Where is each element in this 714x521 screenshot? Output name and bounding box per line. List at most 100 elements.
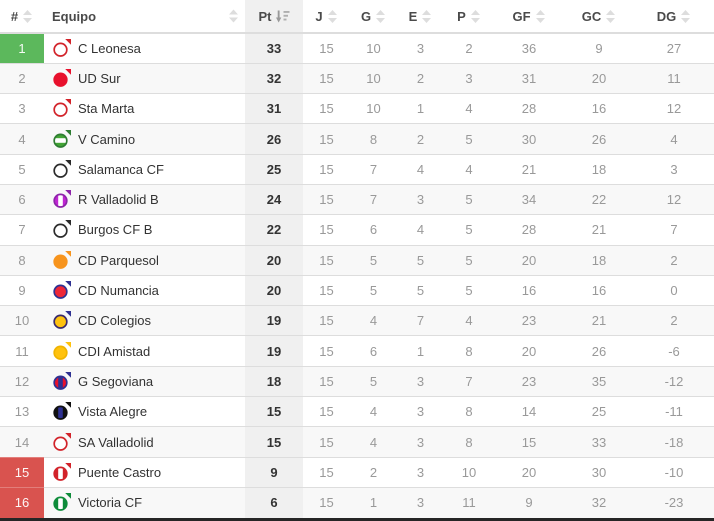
stat-cell-draws: 4: [397, 153, 444, 185]
team-cell: C Leonesa: [44, 32, 245, 64]
stat-cell-draws: 1: [397, 93, 444, 124]
points-cell: 20: [245, 274, 303, 306]
stat-cell-goal-diff: -23: [634, 486, 714, 518]
stat-cell-goals-against: 16: [564, 93, 634, 124]
table-row: 3 Sta Marta 31 15 10 1 4 28 16 12: [0, 93, 714, 124]
team-name: Vista Alegre: [78, 404, 148, 420]
table-row: 16 Victoria CF 6 15 1 3 11 9 32 -23: [0, 486, 714, 518]
stat-cell-losses: 5: [444, 274, 494, 306]
stat-cell-draws: 5: [397, 274, 444, 306]
team-cell: CD Numancia: [44, 274, 245, 306]
stat-cell-wins: 6: [350, 214, 397, 246]
column-header-wins[interactable]: G: [350, 0, 397, 34]
column-label: Equipo: [52, 9, 97, 25]
stat-cell-wins: 7: [350, 153, 397, 185]
stat-cell-played: 15: [303, 153, 350, 185]
stat-cell-goals-for: 31: [494, 62, 564, 94]
stat-cell-goals-against: 26: [564, 123, 634, 155]
column-header-equipo[interactable]: Equipo: [44, 0, 245, 34]
column-header-rank[interactable]: #: [0, 0, 44, 34]
column-header-goals-against[interactable]: GC: [564, 0, 634, 34]
table-row: 9 CD Numancia 20 15 5 5 5 16 16 0: [0, 274, 714, 306]
stat-cell-played: 15: [303, 62, 350, 94]
sort-icon: [470, 10, 481, 24]
stat-cell-draws: 3: [397, 486, 444, 518]
stat-cell-losses: 8: [444, 396, 494, 427]
team-logo-icon: [53, 402, 71, 421]
team-name: R Valladolid B: [78, 192, 159, 208]
stat-cell-wins: 7: [350, 183, 397, 215]
sort-desc-icon: [275, 10, 290, 23]
team-cell: UD Sur: [44, 62, 245, 94]
team-cell: CDI Amistad: [44, 335, 245, 367]
stat-cell-goal-diff: 2: [634, 244, 714, 276]
stat-cell-played: 15: [303, 426, 350, 458]
stat-cell-losses: 8: [444, 426, 494, 458]
team-cell: Victoria CF: [44, 486, 245, 518]
stat-cell-draws: 5: [397, 244, 444, 276]
team-name: CD Numancia: [78, 283, 159, 299]
column-header-played[interactable]: J: [303, 0, 350, 34]
stat-cell-goals-against: 16: [564, 274, 634, 306]
column-header-goal-diff[interactable]: DG: [634, 0, 714, 34]
team-name: V Camino: [78, 131, 136, 147]
stat-cell-draws: 4: [397, 214, 444, 246]
team-cell: CD Parquesol: [44, 244, 245, 276]
stat-cell-losses: 5: [444, 244, 494, 276]
column-label: #: [10, 9, 19, 25]
stat-cell-goals-against: 26: [564, 335, 634, 367]
stat-cell-goal-diff: 7: [634, 214, 714, 246]
rank-cell: 4: [0, 123, 44, 155]
column-header-draws[interactable]: E: [397, 0, 444, 34]
stat-cell-goals-for: 23: [494, 365, 564, 397]
stat-cell-draws: 2: [397, 62, 444, 94]
stat-cell-draws: 7: [397, 305, 444, 336]
stat-cell-losses: 2: [444, 32, 494, 64]
points-cell: 24: [245, 183, 303, 215]
stat-cell-wins: 6: [350, 335, 397, 367]
stat-cell-played: 15: [303, 93, 350, 124]
table-row: 4 V Camino 26 15 8 2 5 30 26 4: [0, 123, 714, 155]
stat-cell-losses: 7: [444, 365, 494, 397]
column-header-goals-for[interactable]: GF: [494, 0, 564, 34]
stat-cell-losses: 5: [444, 183, 494, 215]
sort-icon: [22, 10, 33, 24]
stat-cell-losses: 5: [444, 214, 494, 246]
team-logo-icon: [53, 250, 71, 269]
column-header-points[interactable]: Pt: [245, 0, 303, 34]
stat-cell-goals-for: 9: [494, 486, 564, 518]
stat-cell-goals-against: 21: [564, 305, 634, 336]
stat-cell-goals-against: 35: [564, 365, 634, 397]
team-logo-icon: [53, 38, 71, 57]
stat-cell-played: 15: [303, 396, 350, 427]
stat-cell-goals-for: 34: [494, 183, 564, 215]
points-cell: 9: [245, 456, 303, 488]
rank-cell: 7: [0, 214, 44, 246]
stat-cell-wins: 5: [350, 244, 397, 276]
stat-cell-goal-diff: -18: [634, 426, 714, 458]
stat-cell-goal-diff: 11: [634, 62, 714, 94]
table-row: 12 G Segoviana 18 15 5 3 7 23 35 -12: [0, 365, 714, 397]
stat-cell-wins: 4: [350, 305, 397, 336]
team-logo-icon: [53, 493, 71, 512]
stat-cell-wins: 10: [350, 32, 397, 64]
team-name: Victoria CF: [78, 495, 143, 511]
team-cell: SA Valladolid: [44, 426, 245, 458]
stat-cell-losses: 5: [444, 123, 494, 155]
table-row: 15 Puente Castro 9 15 2 3 10 20 30 -10: [0, 456, 714, 488]
points-cell: 31: [245, 93, 303, 124]
rank-cell: 5: [0, 153, 44, 185]
sort-icon: [680, 10, 691, 24]
points-cell: 25: [245, 153, 303, 185]
table-row: 2 UD Sur 32 15 10 2 3 31 20 11: [0, 62, 714, 94]
stat-cell-goal-diff: 27: [634, 32, 714, 64]
table-row: 13 Vista Alegre 15 15 4 3 8 14 25 -11: [0, 396, 714, 427]
stat-cell-goals-for: 23: [494, 305, 564, 336]
stat-cell-losses: 11: [444, 486, 494, 518]
team-logo-icon: [53, 462, 71, 481]
team-name: C Leonesa: [78, 40, 141, 56]
points-cell: 18: [245, 365, 303, 397]
column-header-losses[interactable]: P: [444, 0, 494, 34]
